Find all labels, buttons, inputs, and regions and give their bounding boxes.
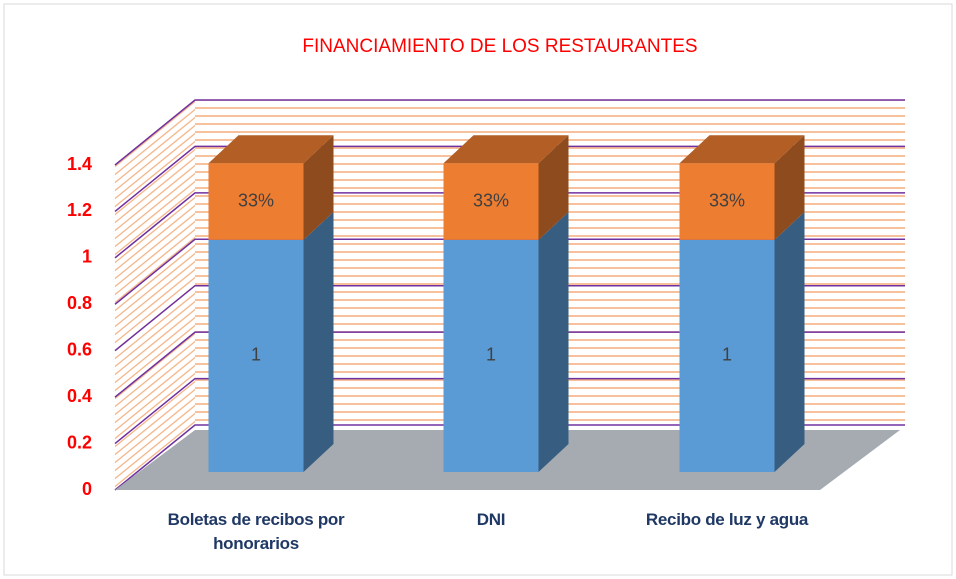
grid-line <box>114 238 905 305</box>
bar-segment <box>443 239 539 472</box>
grid-line <box>114 192 905 259</box>
grid-line <box>114 284 905 352</box>
bar-side <box>774 211 805 472</box>
bar-side <box>303 135 334 240</box>
y-tick-label: 0 <box>82 479 92 499</box>
bar-segment <box>679 239 775 472</box>
x-tick-label: Boletas de recibos por honorarios <box>167 510 345 553</box>
x-tick-label: Recibo de luz y agua <box>645 510 809 529</box>
bar-segment <box>443 163 539 240</box>
bar-top <box>443 135 569 164</box>
data-label: 33% <box>473 190 509 210</box>
bar-segment <box>208 239 304 472</box>
y-tick-label: 0.4 <box>67 386 92 406</box>
bar-side <box>538 135 569 240</box>
data-label: 1 <box>722 345 732 365</box>
grid-line <box>114 377 905 445</box>
bar-top <box>679 135 805 164</box>
bar-side <box>303 211 334 472</box>
grid-line <box>114 424 905 491</box>
side-wall <box>115 100 195 490</box>
y-tick-label: 0.6 <box>67 339 92 359</box>
bar-segment <box>208 163 304 240</box>
y-tick-label: 1 <box>82 247 92 267</box>
bar-side <box>774 135 805 240</box>
data-label: 33% <box>238 190 274 210</box>
bar-segment <box>679 163 775 240</box>
data-label: 1 <box>486 345 496 365</box>
chart-title: FINANCIAMIENTO DE LOS RESTAURANTES <box>302 36 697 57</box>
x-tick-label: DNI <box>476 510 506 529</box>
y-tick-label: 0.8 <box>67 293 92 313</box>
y-tick-label: 0.2 <box>67 432 92 452</box>
bar-top <box>208 135 334 164</box>
grid-line <box>114 99 905 166</box>
grid-line <box>114 331 905 398</box>
bar-side <box>538 211 569 472</box>
grid-line <box>114 145 905 213</box>
data-label: 1 <box>251 345 261 365</box>
y-tick-label: 1.2 <box>67 200 92 220</box>
y-tick-label: 1.4 <box>67 154 92 174</box>
data-label: 33% <box>709 190 745 210</box>
